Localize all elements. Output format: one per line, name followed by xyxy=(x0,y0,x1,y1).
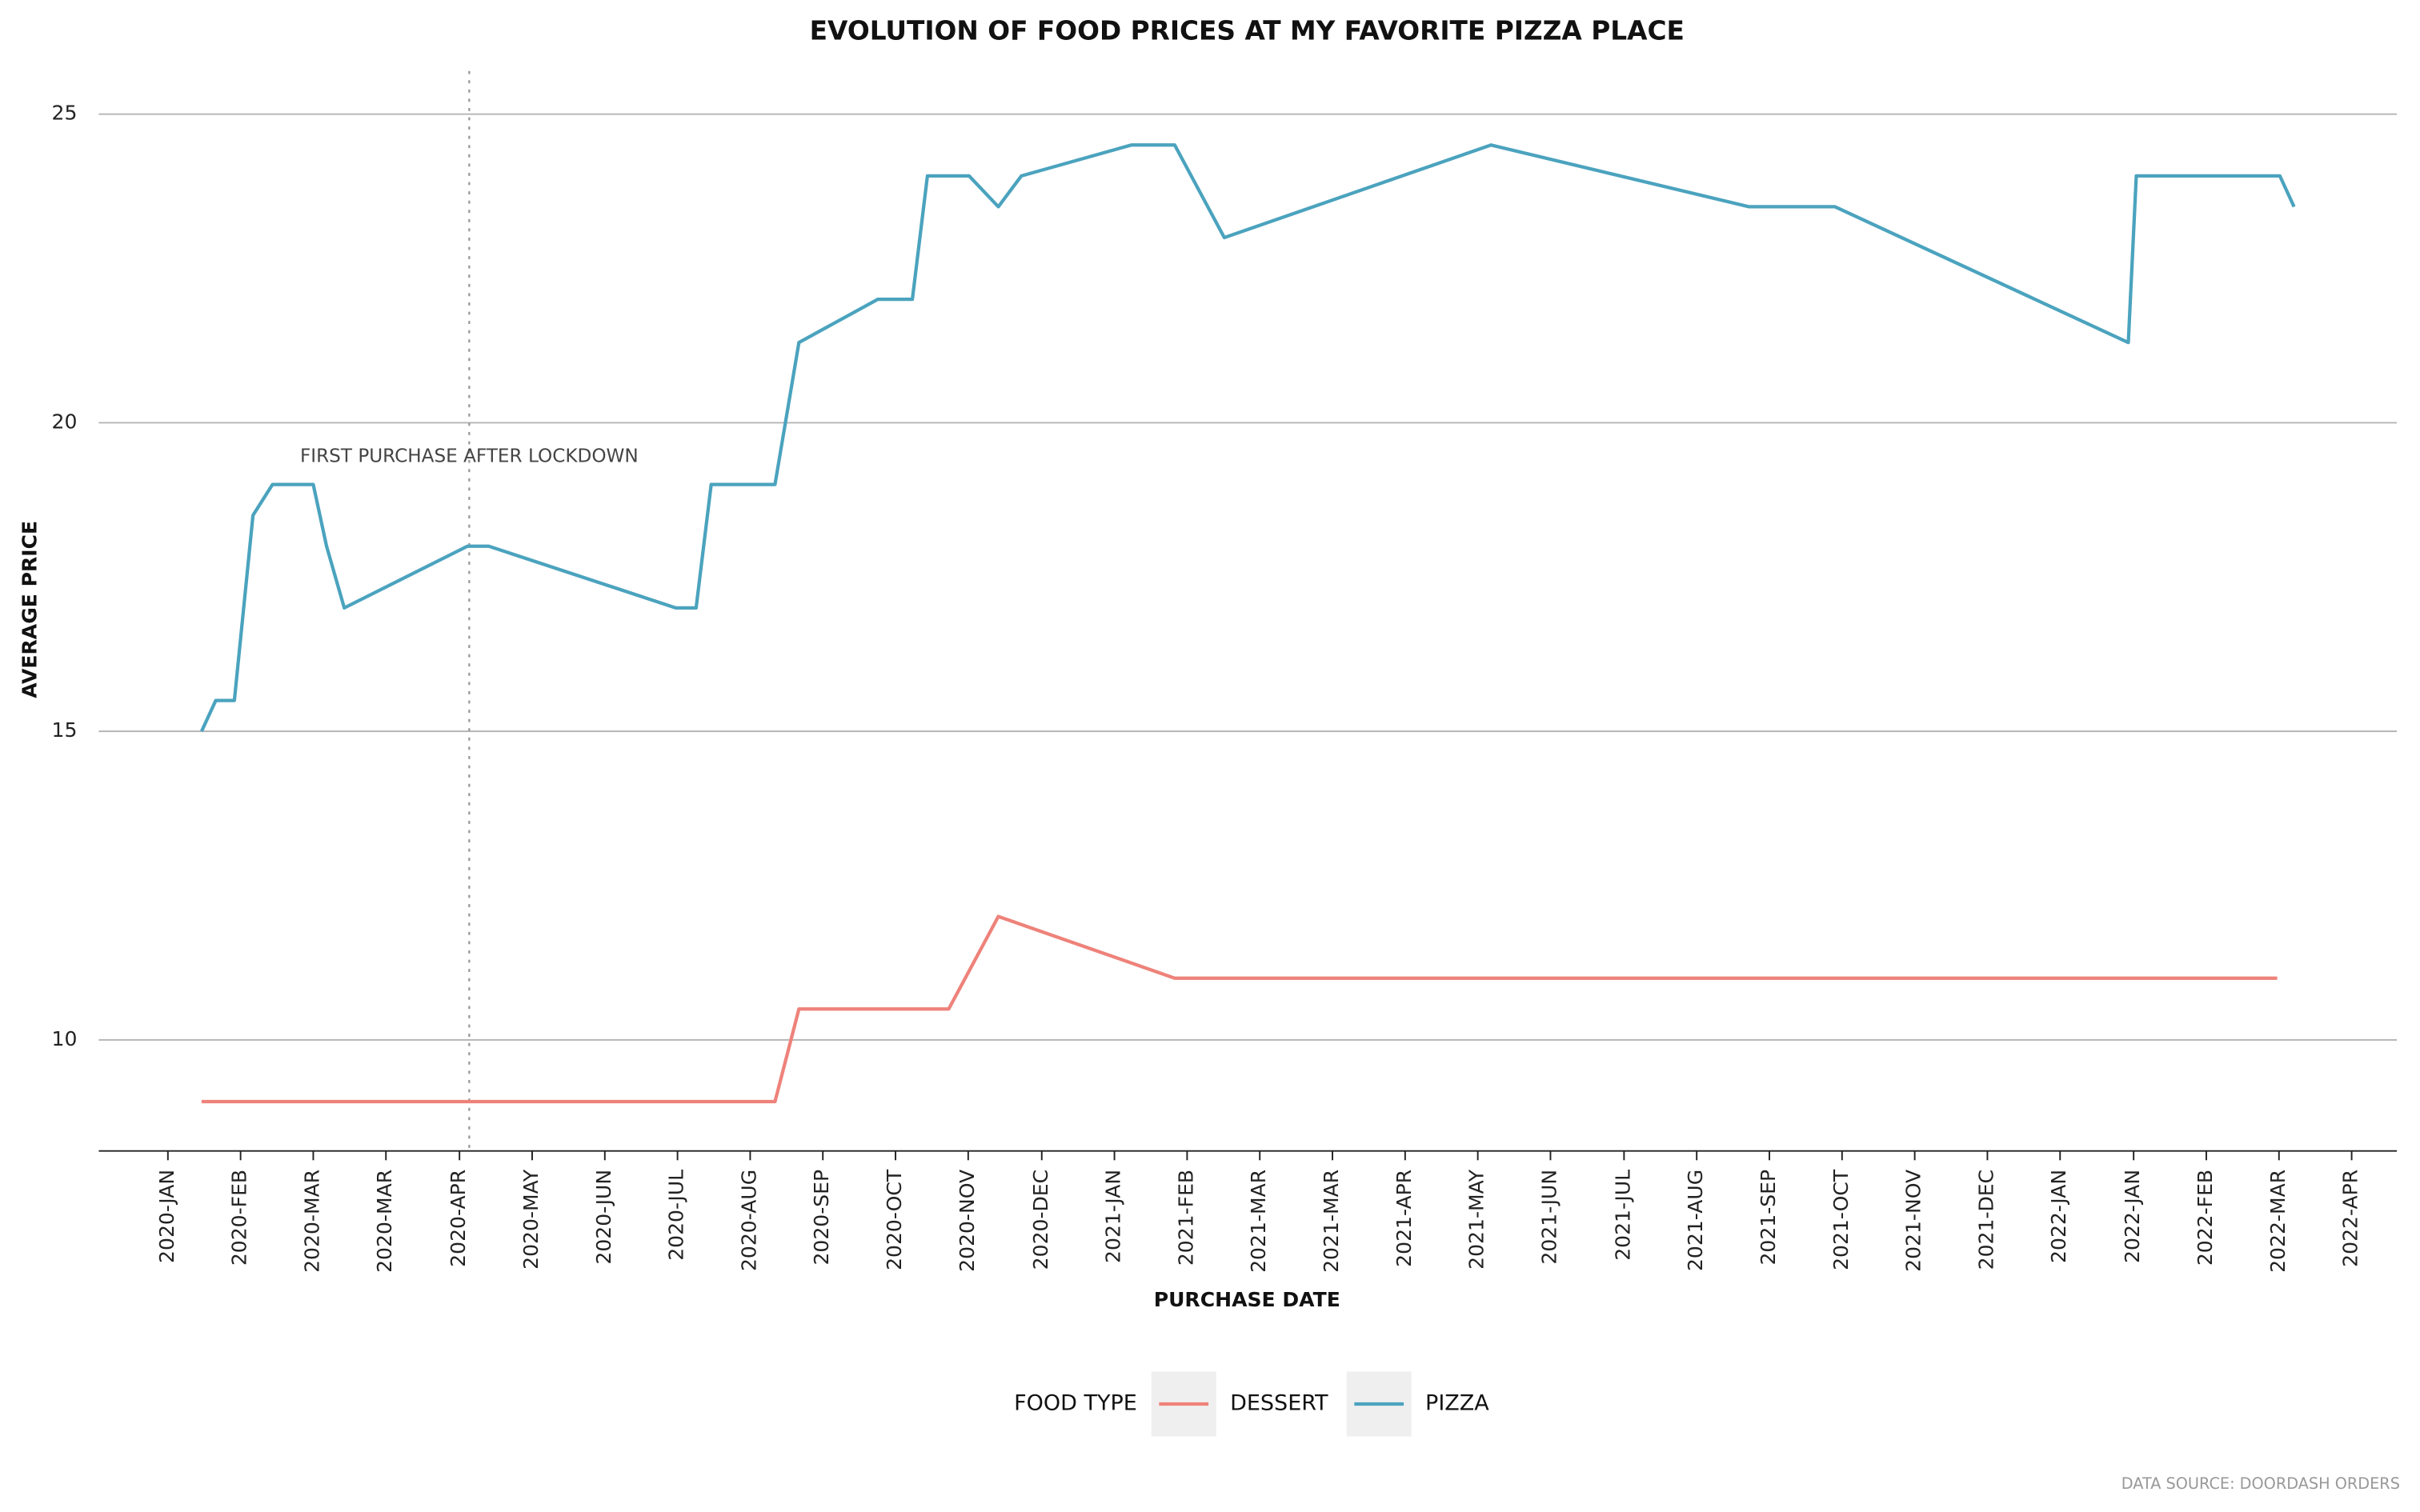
y-tick-label: 10 xyxy=(52,1027,78,1050)
x-tick-label: 2021-MAR xyxy=(1320,1170,1343,1273)
x-tick-label: 2021-SEP xyxy=(1757,1170,1780,1266)
x-tick-label: 2020-FEB xyxy=(228,1170,251,1266)
x-tick-label: 2021-APR xyxy=(1392,1170,1416,1267)
y-tick-label: 15 xyxy=(52,718,78,742)
x-tick-label: 2021-MAY xyxy=(1465,1169,1488,1270)
line-series xyxy=(199,143,2296,733)
x-tick-label: 2020-DEC xyxy=(1029,1170,1052,1270)
legend-label: PIZZA xyxy=(1425,1390,1489,1415)
x-axis-title: PURCHASE DATE xyxy=(1154,1288,1340,1311)
x-tick-label: 2021-JUL xyxy=(1611,1170,1634,1261)
x-tick-label: 2020-MAR xyxy=(373,1170,396,1273)
x-tick-label: 2020-JAN xyxy=(155,1170,178,1263)
x-tick-label: 2022-JAN xyxy=(2121,1170,2144,1263)
y-tick-label: 20 xyxy=(52,410,78,433)
x-tick-label: 2020-JUL xyxy=(665,1170,688,1261)
x-tick-label: 2022-APR xyxy=(2339,1170,2362,1267)
y-tick-label: 25 xyxy=(52,102,78,125)
legend-label: DESSERT xyxy=(1230,1390,1328,1415)
x-tick-label: 2020-MAY xyxy=(519,1169,543,1270)
annotation-text: FIRST PURCHASE AFTER LOCKDOWN xyxy=(300,446,639,466)
x-tick-label: 2020-OCT xyxy=(883,1169,906,1270)
x-tick-label: 2020-NOV xyxy=(956,1170,979,1272)
line-series xyxy=(201,914,2278,1104)
caption: DATA SOURCE: DOORDASH ORDERS xyxy=(2122,1474,2400,1493)
x-tick-label: 2021-NOV xyxy=(1902,1170,1925,1272)
x-tick-label: 2021-FEB xyxy=(1174,1170,1197,1266)
x-tick-label: 2021-OCT xyxy=(1829,1169,1853,1270)
x-tick-label: 2020-JUN xyxy=(592,1170,615,1265)
legend-title: FOOD TYPE xyxy=(1014,1390,1137,1415)
x-tick-label: 2020-AUG xyxy=(737,1170,760,1271)
x-tick-label: 2022-JAN xyxy=(2047,1170,2070,1263)
x-tick-label: 2020-SEP xyxy=(810,1170,833,1266)
y-axis-title: AVERAGE PRICE xyxy=(18,521,42,698)
x-tick-label: 2021-MAR xyxy=(1247,1170,1270,1273)
x-tick-label: 2021-DEC xyxy=(1974,1170,1997,1270)
x-tick-label: 2021-JUN xyxy=(1537,1170,1561,1265)
chart-title: EVOLUTION OF FOOD PRICES AT MY FAVORITE … xyxy=(810,16,1685,46)
x-tick-label: 2020-APR xyxy=(447,1170,470,1267)
x-tick-label: 2021-JAN xyxy=(1102,1170,1125,1263)
x-tick-label: 2022-MAR xyxy=(2266,1170,2290,1273)
x-tick-label: 2021-AUG xyxy=(1684,1170,1707,1271)
x-tick-label: 2022-FEB xyxy=(2194,1170,2217,1266)
x-tick-label: 2020-MAR xyxy=(300,1170,323,1273)
